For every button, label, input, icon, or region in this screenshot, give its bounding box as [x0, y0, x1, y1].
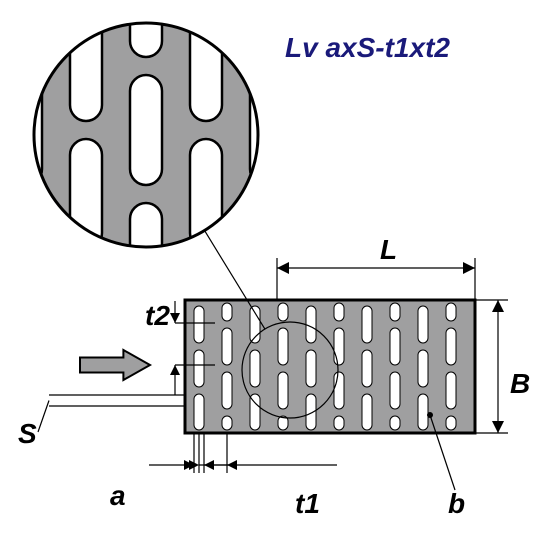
formula-title: Lv axS-t1xt2 — [285, 32, 450, 64]
label-B: B — [510, 368, 530, 400]
label-S: S — [18, 418, 37, 450]
label-L: L — [380, 234, 397, 266]
feed-direction-arrow — [80, 350, 150, 380]
label-b: b — [448, 488, 465, 520]
label-t1: t1 — [295, 488, 320, 520]
label-t2: t2 — [145, 300, 170, 332]
label-a: a — [110, 480, 126, 512]
